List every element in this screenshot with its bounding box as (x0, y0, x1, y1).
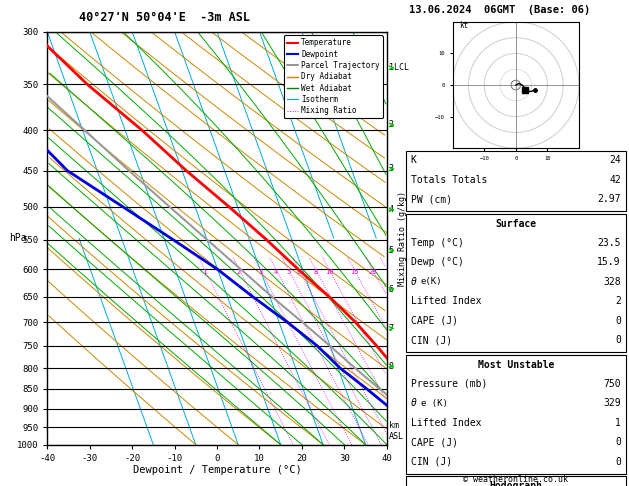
Text: 329: 329 (603, 399, 621, 408)
Text: Lifted Index: Lifted Index (411, 418, 481, 428)
Text: θ: θ (411, 399, 416, 408)
Text: Surface: Surface (495, 219, 537, 228)
Text: 2.97: 2.97 (598, 194, 621, 204)
Text: 6: 6 (297, 269, 301, 276)
X-axis label: Dewpoint / Temperature (°C): Dewpoint / Temperature (°C) (133, 466, 301, 475)
Text: 0: 0 (615, 335, 621, 345)
Text: CIN (J): CIN (J) (411, 335, 452, 345)
Text: 3: 3 (389, 164, 394, 174)
Text: Mixing Ratio (g/kg): Mixing Ratio (g/kg) (398, 191, 407, 286)
Text: 5: 5 (286, 269, 291, 276)
Text: 1: 1 (203, 269, 207, 276)
Text: Totals Totals: Totals Totals (411, 175, 487, 185)
Text: K: K (411, 156, 416, 165)
Text: 40°27'N 50°04'E  -3m ASL: 40°27'N 50°04'E -3m ASL (79, 11, 250, 24)
Text: Hodograph: Hodograph (489, 481, 542, 486)
Text: e (K): e (K) (421, 399, 448, 408)
Text: kt: kt (459, 21, 468, 30)
Text: 7: 7 (389, 324, 394, 333)
Text: 750: 750 (603, 379, 621, 389)
Text: Pressure (mb): Pressure (mb) (411, 379, 487, 389)
Text: 0: 0 (615, 457, 621, 467)
Text: 2: 2 (237, 269, 241, 276)
Text: 8: 8 (313, 269, 318, 276)
Text: 2: 2 (389, 121, 394, 129)
Text: 15: 15 (350, 269, 359, 276)
Text: Temp (°C): Temp (°C) (411, 238, 464, 248)
Text: 2: 2 (615, 296, 621, 306)
Text: 15.9: 15.9 (598, 258, 621, 267)
Text: 4: 4 (389, 205, 394, 214)
Text: Most Unstable: Most Unstable (477, 360, 554, 369)
Text: 4: 4 (274, 269, 278, 276)
Text: 3: 3 (259, 269, 262, 276)
Text: 20: 20 (368, 269, 377, 276)
Text: e(K): e(K) (421, 278, 442, 286)
Text: 6: 6 (389, 285, 394, 294)
Text: 0: 0 (615, 437, 621, 447)
Text: 1LCL: 1LCL (389, 63, 408, 72)
Text: CAPE (J): CAPE (J) (411, 437, 458, 447)
Text: 328: 328 (603, 277, 621, 287)
Text: km
ASL: km ASL (389, 421, 404, 440)
Legend: Temperature, Dewpoint, Parcel Trajectory, Dry Adiabat, Wet Adiabat, Isotherm, Mi: Temperature, Dewpoint, Parcel Trajectory… (284, 35, 383, 118)
Text: CAPE (J): CAPE (J) (411, 316, 458, 326)
Text: 10: 10 (325, 269, 333, 276)
Text: 0: 0 (615, 316, 621, 326)
Text: hPa: hPa (9, 233, 27, 243)
Text: © weatheronline.co.uk: © weatheronline.co.uk (464, 474, 568, 484)
Text: CIN (J): CIN (J) (411, 457, 452, 467)
Text: 5: 5 (389, 246, 394, 255)
Text: PW (cm): PW (cm) (411, 194, 452, 204)
Text: 8: 8 (389, 362, 394, 371)
Text: 1: 1 (615, 418, 621, 428)
Text: 42: 42 (609, 175, 621, 185)
Text: 13.06.2024  06GMT  (Base: 06): 13.06.2024 06GMT (Base: 06) (409, 5, 590, 15)
Text: 24: 24 (609, 156, 621, 165)
Text: 23.5: 23.5 (598, 238, 621, 248)
Text: θ: θ (411, 277, 416, 287)
Text: Dewp (°C): Dewp (°C) (411, 258, 464, 267)
Text: Lifted Index: Lifted Index (411, 296, 481, 306)
